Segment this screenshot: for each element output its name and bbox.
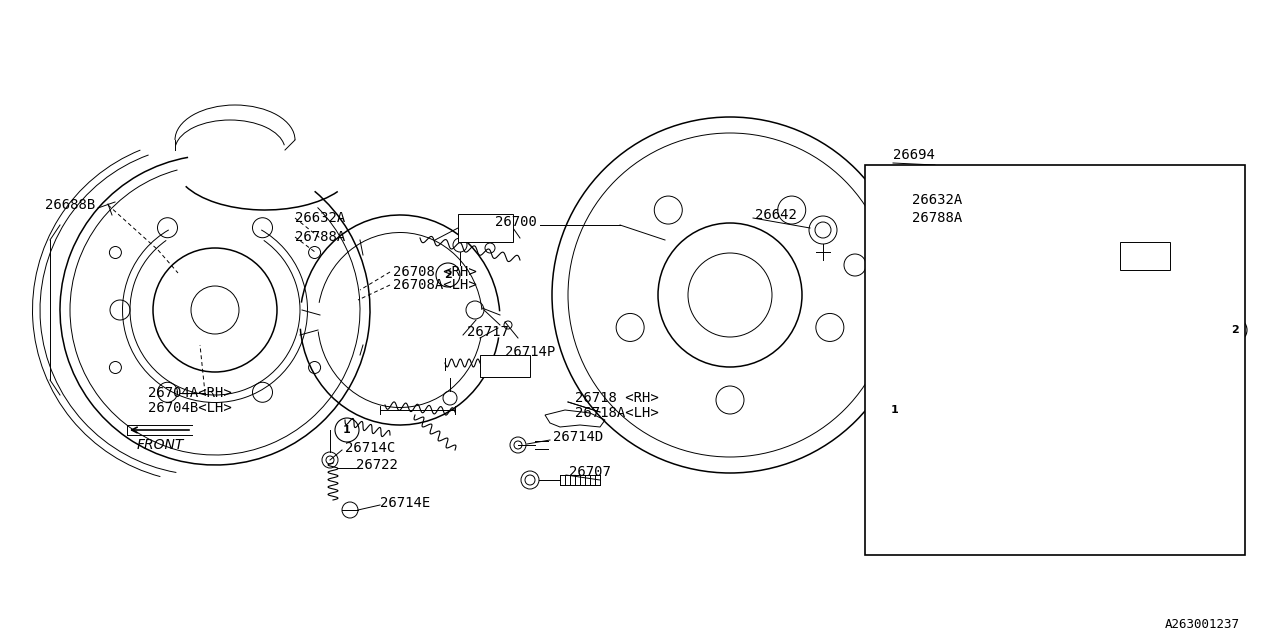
Text: 2: 2: [1231, 325, 1239, 335]
Text: 26714P: 26714P: [506, 345, 556, 359]
Text: 1: 1: [343, 425, 351, 435]
Text: FRONT: FRONT: [137, 438, 184, 452]
Text: 26700: 26700: [495, 215, 536, 229]
Text: 26688B: 26688B: [45, 198, 95, 212]
Text: 2: 2: [444, 270, 452, 280]
Text: 26707: 26707: [570, 465, 611, 479]
Text: 26714C: 26714C: [346, 441, 396, 455]
Text: 26632A: 26632A: [294, 211, 346, 225]
Text: 26718A<LH>: 26718A<LH>: [575, 406, 659, 420]
Text: 26704B<LH>: 26704B<LH>: [148, 401, 232, 415]
Text: 26708 <RH>: 26708 <RH>: [393, 265, 476, 279]
Text: 26722: 26722: [356, 458, 398, 472]
Text: 26694: 26694: [893, 148, 934, 162]
Bar: [458, 214, 513, 242]
Text: 1: 1: [891, 405, 899, 415]
Text: 26788A: 26788A: [294, 230, 346, 244]
Text: A263001237: A263001237: [1165, 618, 1240, 632]
Text: 26632A: 26632A: [911, 193, 963, 207]
Bar: [865, 165, 1245, 555]
Bar: [1120, 242, 1170, 270]
Text: 26714D: 26714D: [553, 430, 603, 444]
Text: 26704A<RH>: 26704A<RH>: [148, 386, 232, 400]
Text: 26714E: 26714E: [380, 496, 430, 510]
Text: 26717: 26717: [467, 325, 509, 339]
Text: 26708A<LH>: 26708A<LH>: [393, 278, 476, 292]
Text: 26642: 26642: [755, 208, 797, 222]
Text: 26718 <RH>: 26718 <RH>: [575, 391, 659, 405]
Bar: [480, 355, 530, 377]
Text: 26788A: 26788A: [911, 211, 963, 225]
